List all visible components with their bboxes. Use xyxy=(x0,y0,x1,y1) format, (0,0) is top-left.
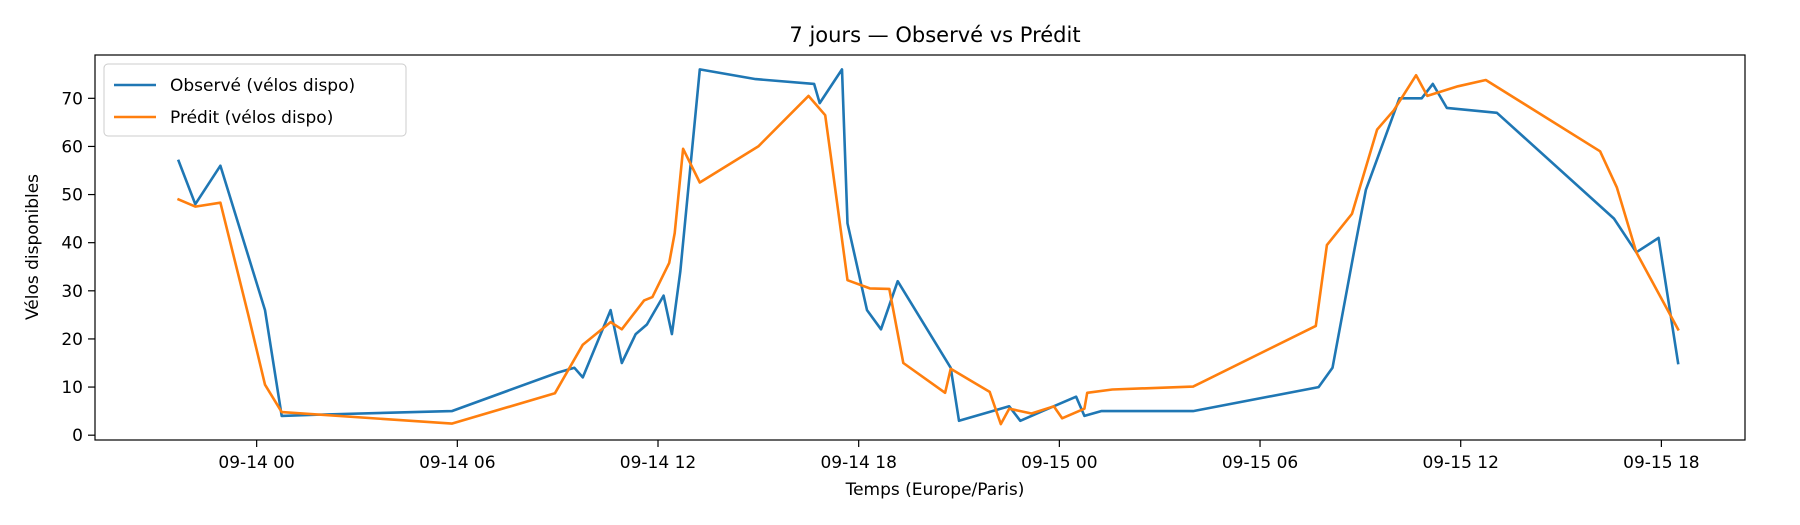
x-tick-label-4: 09-15 00 xyxy=(1021,453,1097,473)
y-tick-label-2: 20 xyxy=(61,330,83,350)
legend-box xyxy=(103,63,407,137)
x-tick-label-5: 09-15 06 xyxy=(1222,453,1298,473)
series-layer xyxy=(176,68,1680,426)
legend: Observé (vélos dispo) Prédit (vélos disp… xyxy=(103,63,407,137)
plot-frame xyxy=(94,54,1746,441)
y-tick-label-6: 60 xyxy=(61,137,83,157)
x-tick-label-3: 09-14 18 xyxy=(820,453,896,473)
x-tick-label-2: 09-14 12 xyxy=(620,453,696,473)
x-tick-label-0: 09-14 00 xyxy=(218,453,294,473)
legend-label-observed: Observé (vélos dispo) xyxy=(170,76,355,96)
y-tick-label-7: 70 xyxy=(61,89,83,109)
y-axis: 0 10 20 30 40 50 60 70 xyxy=(61,89,95,446)
x-axis-label: Temps (Europe/Paris) xyxy=(845,480,1025,500)
x-tick-label-7: 09-15 18 xyxy=(1623,453,1699,473)
legend-label-predicted: Prédit (vélos dispo) xyxy=(170,108,333,128)
y-tick-label-0: 0 xyxy=(72,426,83,446)
chart-title: 7 jours — Observé vs Prédit xyxy=(789,23,1080,47)
series-line-observed xyxy=(176,68,1680,423)
x-tick-label-1: 09-14 06 xyxy=(419,453,495,473)
x-axis: 09-14 00 09-14 06 09-14 12 09-14 18 09-15 00… xyxy=(218,440,1700,473)
series-line-predicted xyxy=(176,73,1680,426)
y-tick-label-1: 10 xyxy=(61,378,83,398)
y-axis-label: Vélos disponibles xyxy=(23,174,43,320)
x-tick-label-6: 09-15 12 xyxy=(1422,453,1498,473)
y-tick-label-4: 40 xyxy=(61,234,83,254)
y-tick-label-3: 30 xyxy=(61,282,83,302)
y-tick-label-5: 50 xyxy=(61,186,83,206)
